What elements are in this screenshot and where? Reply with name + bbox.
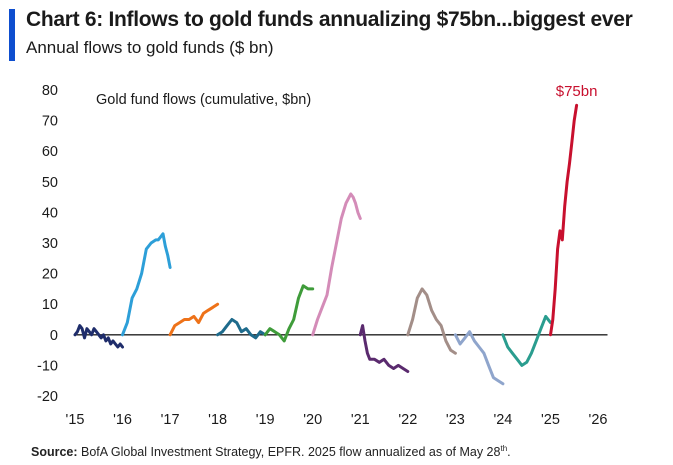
x-tick-label: '21 xyxy=(351,412,370,428)
y-tick-label: 0 xyxy=(50,328,58,344)
annotation-75bn: $75bn xyxy=(556,83,598,100)
series-line-2022 xyxy=(406,287,457,355)
series-line-2023 xyxy=(453,330,505,386)
y-tick-label: 50 xyxy=(42,175,58,191)
y-axis: 80 70 60 50 40 30 20 10 0 -10 -20 xyxy=(37,83,58,405)
x-tick-label: '25 xyxy=(541,412,560,428)
source-note: Source: BofA Global Investment Strategy,… xyxy=(31,444,511,459)
y-tick-label: 30 xyxy=(42,236,58,252)
series-line-2017 xyxy=(168,302,220,337)
y-tick-label: 40 xyxy=(42,205,58,221)
source-end: . xyxy=(507,445,511,460)
x-tick-label: '22 xyxy=(398,412,417,428)
series-line-2018 xyxy=(216,318,267,340)
x-tick-label: '26 xyxy=(589,412,608,428)
x-tick-label: '18 xyxy=(208,412,227,428)
series-line-2025 xyxy=(549,103,579,337)
chart-title: Chart 6: Inflows to gold funds annualizi… xyxy=(26,8,633,31)
source-text: BofA Global Investment Strategy, EPFR. 2… xyxy=(77,445,501,460)
y-tick-label: 60 xyxy=(42,144,58,160)
series-line-2020 xyxy=(311,192,362,337)
y-tick-label: -20 xyxy=(37,389,58,405)
series-line-2019 xyxy=(263,284,315,343)
x-axis: '15 '16 '17 '18 '19 '20 '21 '22 '23 '24 '25 '26 xyxy=(66,412,608,428)
x-tick-label: '15 xyxy=(66,412,85,428)
title-accent-bar xyxy=(9,9,15,61)
y-tick-label: 10 xyxy=(42,297,58,313)
x-tick-label: '20 xyxy=(303,412,322,428)
y-tick-label: 80 xyxy=(42,83,58,99)
x-tick-label: '17 xyxy=(161,412,180,428)
inner-label: Gold fund flows (cumulative, $bn) xyxy=(96,92,311,108)
series-line-2024 xyxy=(501,314,552,367)
series-line-2015 xyxy=(73,324,124,349)
source-label: Source: xyxy=(31,445,78,460)
series-layer xyxy=(73,103,579,386)
x-tick-label: '16 xyxy=(113,412,132,428)
y-tick-label: 20 xyxy=(42,267,58,283)
series-line-2016 xyxy=(121,232,172,337)
series-line-2021 xyxy=(358,324,410,373)
y-tick-label: 70 xyxy=(42,114,58,130)
x-tick-label: '19 xyxy=(256,412,275,428)
x-tick-label: '24 xyxy=(493,412,512,428)
y-tick-label: -10 xyxy=(37,358,58,374)
chart-subtitle: Annual flows to gold funds ($ bn) xyxy=(26,38,274,57)
source-superscript: th xyxy=(500,444,508,453)
x-tick-label: '23 xyxy=(446,412,465,428)
